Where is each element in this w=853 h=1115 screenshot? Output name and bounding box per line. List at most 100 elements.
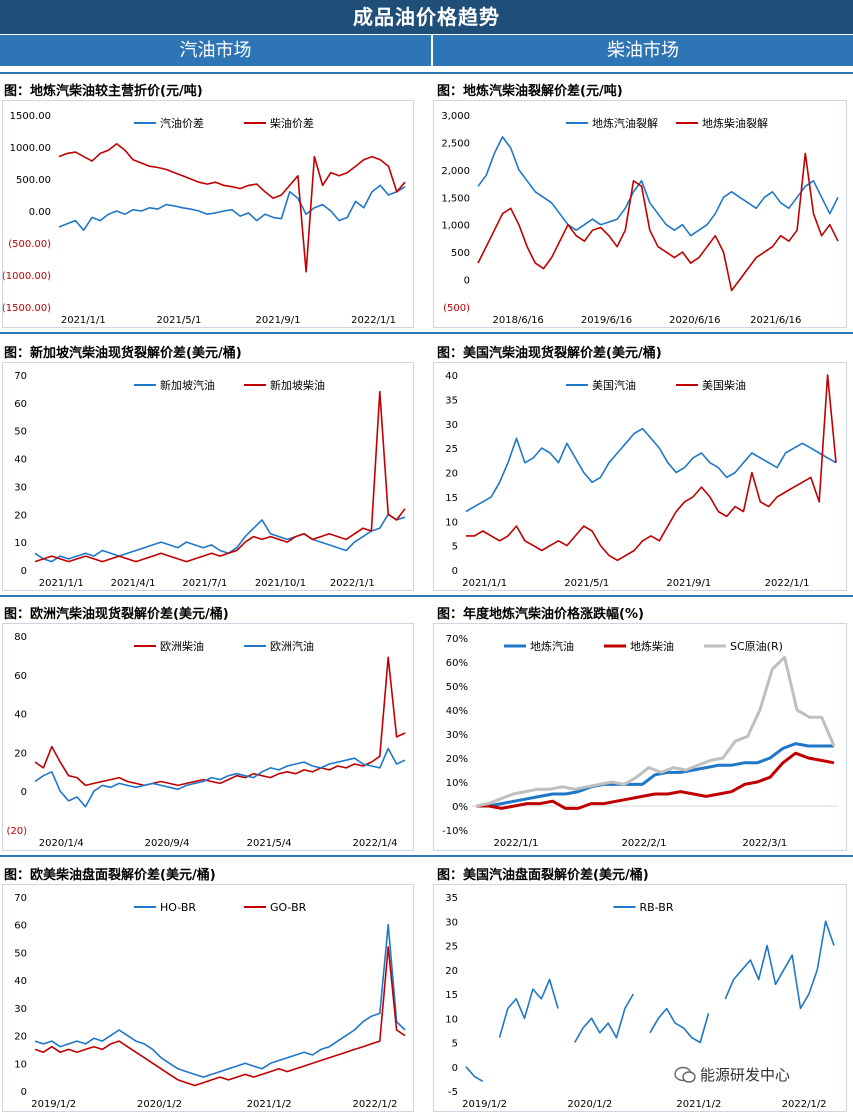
wechat-icon	[674, 1066, 696, 1083]
y-tick-label: 10%	[446, 778, 468, 789]
series-line	[475, 655, 836, 808]
series-line	[34, 923, 406, 1078]
y-tick-label: 1500.00	[10, 111, 51, 122]
x-tick-label: 2021/1/2	[676, 1099, 721, 1110]
panel-title: 图：地炼汽柴油较主营折价(元/吨)	[4, 84, 203, 99]
chart-europe-panel: 80 60 40 20 0 (20) 2020/1/4 2020/9/4 2021/5/4 202…	[2, 623, 414, 851]
chart-svg: 1500.00 1000.00 500.00 0.00 (500.00) (1000.00…	[2, 111, 406, 326]
legend-label: 柴油价差	[270, 116, 314, 130]
y-tick-label: 70	[14, 893, 27, 904]
y-tick-label: (1500.00)	[3, 303, 51, 314]
x-tick-label: 2022/1/1	[351, 315, 396, 326]
y-tick-label: (500.00)	[8, 239, 51, 250]
x-tick-label: 2022/1/2	[782, 1099, 827, 1110]
y-tick-label: 60	[14, 921, 27, 932]
chart-svg: 3,000 2,500 2,000 1,500 1,000 500 0 (500) 2018/6…	[441, 111, 839, 326]
y-tick-label: 500	[451, 248, 470, 259]
y-tick-label: 50	[14, 948, 27, 959]
y-tick-label: 3,000	[441, 111, 470, 122]
row-separator	[0, 855, 853, 857]
x-tick-label: 2021/1/2	[247, 1099, 292, 1110]
x-tick-label: 2022/1/2	[353, 1099, 398, 1110]
series-line	[34, 656, 406, 787]
y-tick-label: 0	[452, 566, 458, 577]
series-line	[466, 374, 837, 562]
legend-label: 地炼汽油裂解	[592, 116, 658, 130]
legend-label: GO-BR	[270, 901, 307, 914]
series-line	[465, 920, 835, 1082]
series-line	[477, 152, 839, 292]
panel-title: 图：新加坡汽柴油现货裂解价差(美元/桶)	[4, 346, 242, 361]
legend-label: 新加坡柴油	[270, 378, 325, 392]
x-tick-label: 2022/1/4	[353, 838, 398, 849]
y-tick-label: 80	[14, 632, 27, 643]
x-tick-label: 2021/5/1	[564, 578, 609, 589]
x-tick-label: 2021/5/1	[156, 315, 201, 326]
x-tick-label: 2022/3/1	[742, 838, 787, 849]
y-tick-label: 30	[14, 482, 27, 493]
chart-singapore-panel: 70 60 50 40 30 20 10 0 2021/1/1 2021/4/1 2021/7/1 2…	[2, 362, 414, 591]
x-tick-label: 2019/6/16	[581, 315, 632, 326]
chart-discount-panel: 1500.00 1000.00 500.00 0.00 (500.00) (1000.00…	[2, 100, 414, 328]
y-tick-label: 15	[445, 990, 458, 1001]
y-tick-label: 0	[21, 1087, 27, 1098]
y-tick-label: (500)	[443, 303, 470, 314]
legend-label: 地炼柴油裂解	[702, 116, 768, 130]
chart-us-spot-panel: 40 35 30 25 20 15 10 5 0 2021/1/1 2021/5/1 2021/9/1…	[433, 362, 847, 591]
legend-label: 美国柴油	[702, 378, 746, 392]
y-tick-label: 2,000	[441, 166, 470, 177]
y-tick-label: 10	[14, 538, 27, 549]
x-tick-label: 2020/1/2	[137, 1099, 182, 1110]
row-separator	[0, 72, 853, 74]
y-tick-label: 0%	[452, 802, 468, 813]
legend-label: 美国汽油	[592, 378, 636, 392]
series-line	[477, 136, 839, 237]
y-tick-label: 20	[14, 1032, 27, 1043]
y-tick-label: 1000.00	[10, 143, 51, 154]
series-line	[58, 184, 406, 231]
panel-title: 图：年度地炼汽柴油价格涨跌幅(%)	[437, 607, 644, 622]
y-tick-label: 60	[14, 399, 27, 410]
y-tick-label: 50%	[446, 682, 468, 693]
x-tick-label: 2021/5/4	[247, 838, 292, 849]
y-tick-label: 1,000	[441, 221, 470, 232]
panel-title: 图：美国汽油盘面裂解价差(美元/桶)	[437, 868, 649, 883]
row-separator	[0, 332, 853, 334]
y-tick-label: 30	[445, 917, 458, 928]
y-tick-label: 40	[14, 710, 27, 721]
y-tick-label: (20)	[6, 826, 27, 837]
watermark-text: 能源研发中心	[700, 1066, 791, 1084]
x-tick-label: 2020/6/16	[669, 315, 720, 326]
y-tick-label: 2,500	[441, 138, 470, 149]
legend-label: SC原油(R)	[730, 639, 783, 653]
y-tick-label: 20	[14, 748, 27, 759]
y-tick-label: 30	[445, 420, 458, 431]
y-tick-label: 40	[14, 455, 27, 466]
x-tick-label: 2019/1/2	[31, 1099, 76, 1110]
y-tick-label: 35	[445, 395, 458, 406]
legend-label: 汽油价差	[160, 116, 204, 130]
legend-label: 新加坡汽油	[160, 378, 215, 392]
x-tick-label: 2022/1/1	[330, 578, 375, 589]
series-line	[34, 747, 406, 808]
page-title: 成品油价格趋势	[0, 0, 853, 34]
y-tick-label: 10	[445, 517, 458, 528]
x-tick-label: 2020/1/2	[567, 1099, 612, 1110]
x-tick-label: 2019/1/2	[462, 1099, 507, 1110]
y-tick-label: 25	[445, 942, 458, 953]
y-tick-label: 10	[14, 1059, 27, 1070]
y-tick-label: 5	[452, 542, 458, 553]
y-tick-label: 20	[14, 510, 27, 521]
x-tick-label: 2021/9/1	[666, 578, 711, 589]
y-tick-label: 0.00	[29, 207, 51, 218]
legend-label: 欧洲汽油	[270, 639, 314, 653]
series-line	[34, 513, 406, 563]
y-tick-label: 30	[14, 1004, 27, 1015]
y-tick-label: 1,500	[441, 193, 470, 204]
chart-svg: 80 60 40 20 0 (20) 2020/1/4 2020/9/4 2021/5/4 202…	[6, 632, 406, 849]
y-tick-label: 50	[14, 427, 27, 438]
column-header-diesel: 柴油市场	[433, 35, 853, 66]
chart-rb-panel: 35 30 25 20 15 10 5 0 -5 2019/1/2 2020/1/2 2021/1/2…	[433, 884, 847, 1112]
y-tick-label: 35	[445, 893, 458, 904]
y-tick-label: 0	[464, 276, 470, 287]
